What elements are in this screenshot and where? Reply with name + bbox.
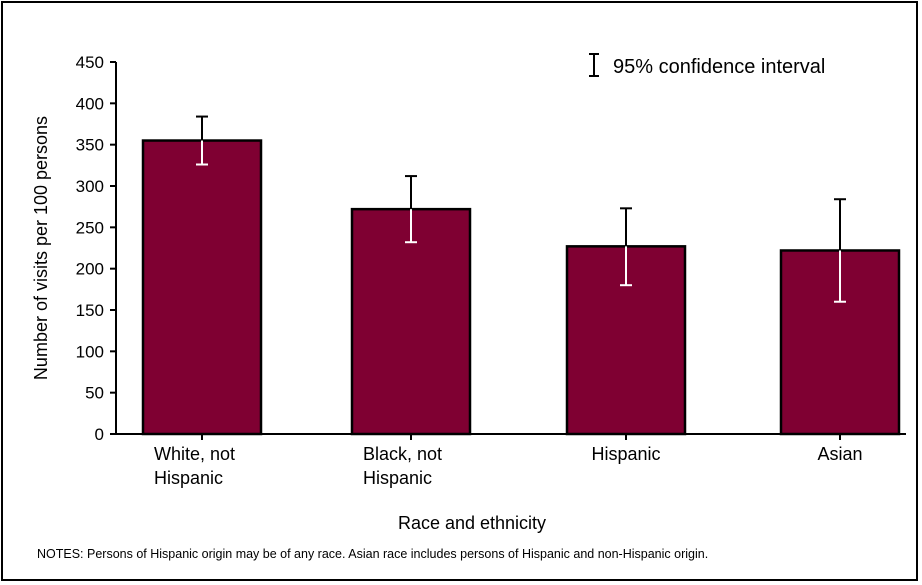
- legend-label: 95% confidence interval: [613, 56, 825, 78]
- y-tick-label: 400: [76, 94, 104, 113]
- x-tick-label: White, not: [154, 444, 235, 464]
- y-tick-label: 200: [76, 260, 104, 279]
- y-tick-label: 150: [76, 301, 104, 320]
- x-tick-label: Hispanic: [363, 468, 432, 488]
- y-tick-label: 50: [85, 384, 104, 403]
- x-tick-label: Black, not: [363, 444, 442, 464]
- y-tick-label: 100: [76, 342, 104, 361]
- x-tick-label: Hispanic: [591, 444, 660, 464]
- bar: [141, 139, 263, 436]
- y-tick-label: 0: [95, 425, 104, 444]
- x-tick-label: Hispanic: [154, 468, 223, 488]
- y-axis-title: Number of visits per 100 persons: [31, 116, 51, 380]
- chart-notes: NOTES: Persons of Hispanic origin may be…: [37, 547, 709, 561]
- x-axis-title: Race and ethnicity: [398, 513, 546, 533]
- x-tick-label: Asian: [817, 444, 862, 464]
- y-tick-label: 450: [76, 53, 104, 72]
- y-tick-label: 350: [76, 136, 104, 155]
- bar: [350, 207, 472, 436]
- y-tick-label: 250: [76, 218, 104, 237]
- y-tick-label: 300: [76, 177, 104, 196]
